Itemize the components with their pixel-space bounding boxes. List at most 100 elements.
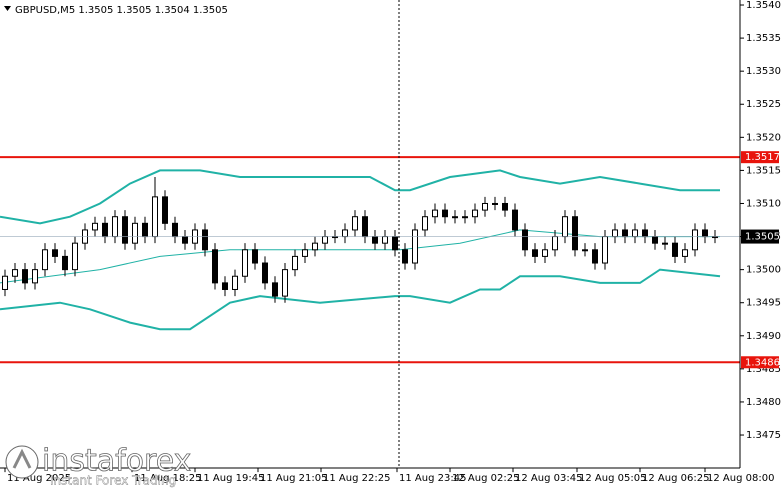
candle-body [372, 236, 378, 244]
x-tick-label: 11 Aug 23:45 [399, 473, 466, 484]
candle-body [292, 255, 298, 271]
x-tick-label: 11 Aug 21:05 [260, 473, 327, 484]
band-line [0, 169, 720, 225]
candle-body [102, 222, 108, 238]
x-tick-label: 12 Aug 08:00 [707, 473, 774, 484]
y-tick-label: 1.3535 [746, 33, 781, 44]
x-tick-label: 11 Aug 22:25 [323, 473, 390, 484]
candle-body [392, 236, 398, 251]
brand-name: instaforex [42, 444, 191, 479]
candle-body [252, 249, 258, 264]
candle-body [202, 229, 208, 251]
x-tick-label: 11 Aug 19:45 [197, 473, 264, 484]
y-tick-label: 1.3530 [746, 66, 781, 77]
candle-body [552, 236, 558, 251]
y-tick-label: 1.3480 [746, 397, 781, 408]
candle-body [162, 196, 168, 224]
candle-body [402, 249, 408, 264]
candle-body [662, 242, 668, 245]
candle-body [62, 255, 68, 271]
candle-body [312, 242, 318, 251]
brand-tagline: Instant Forex Trading [50, 474, 176, 488]
x-tick-label: 12 Aug 05:05 [579, 473, 646, 484]
level-label-box [741, 151, 779, 164]
y-tick-label: 1.3475 [746, 430, 781, 441]
candle-body [432, 209, 438, 218]
candle-body [692, 229, 698, 251]
candle-body [132, 222, 138, 244]
candle-body [462, 216, 468, 219]
candle-body [122, 216, 128, 244]
logo-icon-mark [12, 448, 32, 469]
last-price-box [741, 229, 779, 244]
candle-body [222, 282, 228, 290]
band-line [0, 268, 721, 331]
candle-body [632, 229, 638, 238]
candle-body [262, 262, 268, 284]
level-label: 1.3517 [745, 152, 780, 163]
candle-body [442, 209, 448, 218]
candle-body [672, 242, 678, 257]
candle-body [412, 229, 418, 264]
candle-body [322, 236, 328, 244]
candle-body [562, 216, 568, 238]
candle-body [682, 249, 688, 257]
candle-body [602, 236, 608, 264]
candle-body [282, 269, 288, 297]
candle-body [492, 202, 498, 205]
candle-body [232, 275, 238, 290]
level-label-box [741, 356, 779, 369]
x-tick-label: 11 Aug 2025 [7, 473, 71, 484]
logo-icon [5, 445, 39, 479]
candle-body [92, 222, 98, 231]
candle-body [582, 249, 588, 252]
candle-body [22, 269, 28, 284]
candle-body [422, 216, 428, 231]
candle-body [502, 202, 508, 211]
y-tick-label: 1.3490 [746, 331, 781, 342]
candle-body [42, 249, 48, 271]
candle-body [302, 249, 308, 257]
candle-body [182, 236, 188, 244]
candle-body [142, 222, 148, 238]
y-tick-label: 1.3510 [746, 198, 781, 209]
candle-body [382, 236, 388, 244]
candle-body [512, 209, 518, 231]
candle-body [532, 249, 538, 257]
chart-title: GBPUSD,M5 1.3505 1.3505 1.3504 1.3505 [15, 5, 228, 16]
y-tick-label: 1.3500 [746, 265, 781, 276]
candle-body [32, 269, 38, 284]
candle-body [2, 275, 8, 290]
last-price-label: 1.3505 [745, 232, 780, 243]
candle-body [472, 209, 478, 218]
y-tick-label: 1.3520 [746, 132, 781, 143]
candle-body [702, 229, 708, 238]
candle-body [452, 216, 458, 219]
candle-body [652, 236, 658, 244]
band-line [0, 229, 720, 284]
candle-body [572, 216, 578, 251]
x-tick-label: 12 Aug 02:25 [452, 473, 519, 484]
y-tick-label: 1.3515 [746, 165, 781, 176]
candle-body [622, 229, 628, 238]
logo: instaforex Instant Forex Trading [5, 443, 192, 488]
candle-body [212, 249, 218, 284]
candle-body [72, 242, 78, 271]
candle-body [12, 269, 18, 277]
candle-body [612, 229, 618, 238]
candle-body [342, 229, 348, 238]
y-tick-label: 1.3485 [746, 364, 781, 375]
x-tick-label: 12 Aug 06:25 [642, 473, 709, 484]
candle-body [272, 282, 278, 297]
menu-arrow [4, 6, 11, 11]
candle-body [362, 216, 368, 238]
candle-body [642, 229, 648, 238]
candle-body [242, 249, 248, 277]
level-label: 1.3486 [745, 357, 780, 368]
candle-body [352, 216, 358, 231]
candle-body [482, 202, 488, 211]
y-tick-label: 1.3525 [746, 99, 781, 110]
